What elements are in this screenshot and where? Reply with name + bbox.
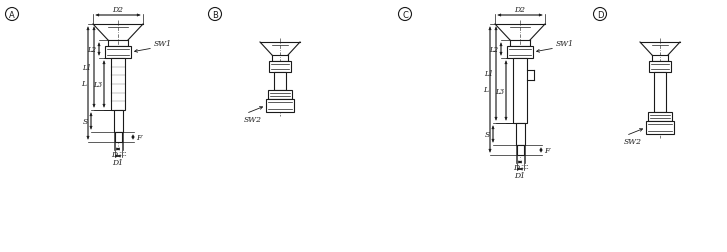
Text: L: L — [81, 80, 87, 88]
Text: ⁻⁰·⁰⁴: ⁻⁰·⁰⁴ — [521, 166, 529, 170]
Bar — [105, 47, 131, 59]
Text: D1: D1 — [515, 171, 526, 179]
Bar — [507, 47, 533, 59]
Text: S: S — [485, 131, 490, 138]
Bar — [114, 133, 121, 142]
Text: A: A — [9, 11, 15, 19]
Text: L3: L3 — [93, 81, 102, 89]
Text: D: D — [111, 150, 118, 158]
Bar — [649, 62, 671, 73]
Text: D: D — [597, 11, 603, 19]
Bar — [515, 123, 524, 145]
Text: L2: L2 — [87, 46, 96, 54]
Bar — [513, 59, 527, 123]
Text: F: F — [136, 134, 141, 141]
Text: D2: D2 — [515, 6, 526, 13]
Text: SW2: SW2 — [244, 116, 262, 124]
Bar — [113, 111, 123, 133]
Text: SW2: SW2 — [624, 138, 642, 146]
Bar — [646, 121, 674, 135]
Bar — [111, 59, 125, 111]
Text: S: S — [83, 117, 88, 125]
Text: F: F — [544, 146, 550, 154]
Bar — [269, 62, 291, 73]
Text: L3: L3 — [495, 87, 504, 95]
Bar — [266, 100, 294, 113]
Text: L2: L2 — [489, 46, 498, 54]
Text: D1: D1 — [113, 158, 124, 166]
Bar — [268, 91, 292, 100]
Bar — [648, 113, 672, 121]
Text: L: L — [483, 86, 489, 94]
Text: ⁻⁰·⁰²: ⁻⁰·⁰² — [119, 150, 126, 154]
Text: D: D — [513, 163, 520, 171]
Text: ⁻⁰·⁰²: ⁻⁰·⁰² — [521, 163, 529, 167]
Text: L1: L1 — [484, 70, 493, 78]
Bar — [516, 145, 523, 155]
Text: B: B — [212, 11, 218, 19]
Text: ⁻⁰·⁰⁴: ⁻⁰·⁰⁴ — [119, 153, 126, 157]
Bar — [654, 73, 666, 113]
Text: D2: D2 — [113, 6, 124, 13]
Text: SW1: SW1 — [154, 40, 172, 48]
Text: L1: L1 — [82, 64, 91, 72]
Text: SW1: SW1 — [556, 40, 574, 48]
Bar — [274, 73, 286, 91]
Text: C: C — [402, 11, 408, 19]
